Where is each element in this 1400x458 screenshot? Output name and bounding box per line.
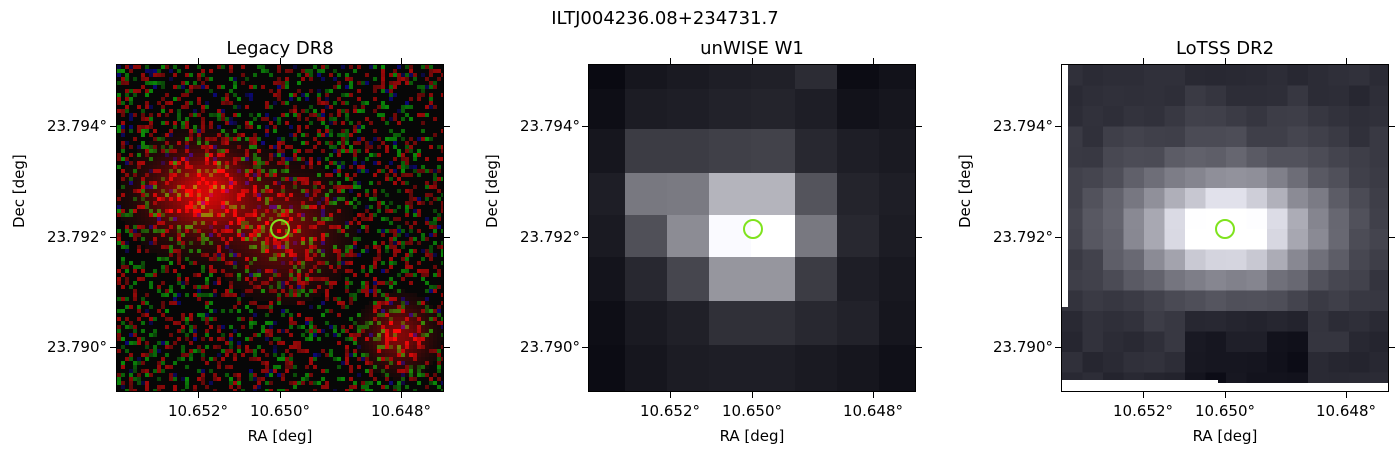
tick-mark (198, 392, 199, 398)
tick-mark (110, 126, 116, 127)
tick-mark (444, 126, 450, 127)
y-axis-label: Dec [deg] (10, 154, 28, 228)
x-tick-label: 10.652° (168, 402, 228, 420)
x-tick-label: 10.650° (722, 402, 782, 420)
y-tick-label: 23.792° (47, 228, 107, 246)
tick-mark (582, 237, 588, 238)
legacy-image (116, 64, 444, 392)
x-tick-label: 10.652° (640, 402, 700, 420)
panel-title: Legacy DR8 (226, 38, 334, 59)
y-tick-label: 23.794° (993, 117, 1053, 135)
x-axis-label: RA [deg] (1192, 427, 1258, 445)
tick-mark (1389, 347, 1395, 348)
source-marker (1215, 219, 1235, 239)
tick-mark (401, 58, 402, 64)
x-tick-label: 10.648° (843, 402, 903, 420)
tick-mark (916, 237, 922, 238)
y-tick-label: 23.792° (520, 228, 580, 246)
y-tick-label: 23.790° (520, 338, 580, 356)
panel-title: unWISE W1 (700, 38, 804, 59)
tick-mark (916, 347, 922, 348)
source-marker (743, 219, 763, 239)
tick-mark (916, 126, 922, 127)
tick-mark (1055, 237, 1061, 238)
tick-mark (1346, 392, 1347, 398)
y-axis-label: Dec [deg] (483, 154, 501, 228)
x-tick-label: 10.648° (1316, 402, 1376, 420)
tick-mark (110, 347, 116, 348)
tick-mark (280, 58, 281, 64)
y-tick-label: 23.794° (47, 117, 107, 135)
tick-mark (1055, 126, 1061, 127)
tick-mark (582, 347, 588, 348)
lotss-image-canvas (1062, 65, 1388, 391)
tick-mark (1389, 126, 1395, 127)
tick-mark (873, 58, 874, 64)
unwise-image (588, 64, 916, 392)
tick-mark (670, 392, 671, 398)
tick-mark (401, 392, 402, 398)
tick-mark (280, 392, 281, 398)
tick-mark (1143, 58, 1144, 64)
x-axis-label: RA [deg] (247, 427, 313, 445)
panel-title: LoTSS DR2 (1175, 38, 1275, 59)
figure-title: ILTJ004236.08+234731.7 (551, 8, 779, 29)
tick-mark (873, 392, 874, 398)
x-axis-label: RA [deg] (719, 427, 785, 445)
source-marker (270, 219, 290, 239)
tick-mark (444, 347, 450, 348)
tick-mark (582, 126, 588, 127)
x-tick-label: 10.650° (1195, 402, 1255, 420)
legacy-image-canvas (117, 65, 443, 391)
y-tick-label: 23.790° (47, 338, 107, 356)
y-axis-label: Dec [deg] (956, 154, 974, 228)
x-tick-label: 10.648° (371, 402, 431, 420)
x-tick-label: 10.652° (1113, 402, 1173, 420)
tick-mark (198, 58, 199, 64)
tick-mark (752, 58, 753, 64)
lotss-image (1061, 64, 1389, 392)
tick-mark (1225, 392, 1226, 398)
x-tick-label: 10.650° (250, 402, 310, 420)
tick-mark (1389, 237, 1395, 238)
tick-mark (752, 392, 753, 398)
tick-mark (670, 58, 671, 64)
tick-mark (444, 237, 450, 238)
unwise-image-canvas (589, 65, 915, 391)
tick-mark (1143, 392, 1144, 398)
tick-mark (1055, 347, 1061, 348)
tick-mark (1225, 58, 1226, 64)
y-tick-label: 23.794° (520, 117, 580, 135)
y-tick-label: 23.792° (993, 228, 1053, 246)
tick-mark (1346, 58, 1347, 64)
tick-mark (110, 237, 116, 238)
y-tick-label: 23.790° (993, 338, 1053, 356)
